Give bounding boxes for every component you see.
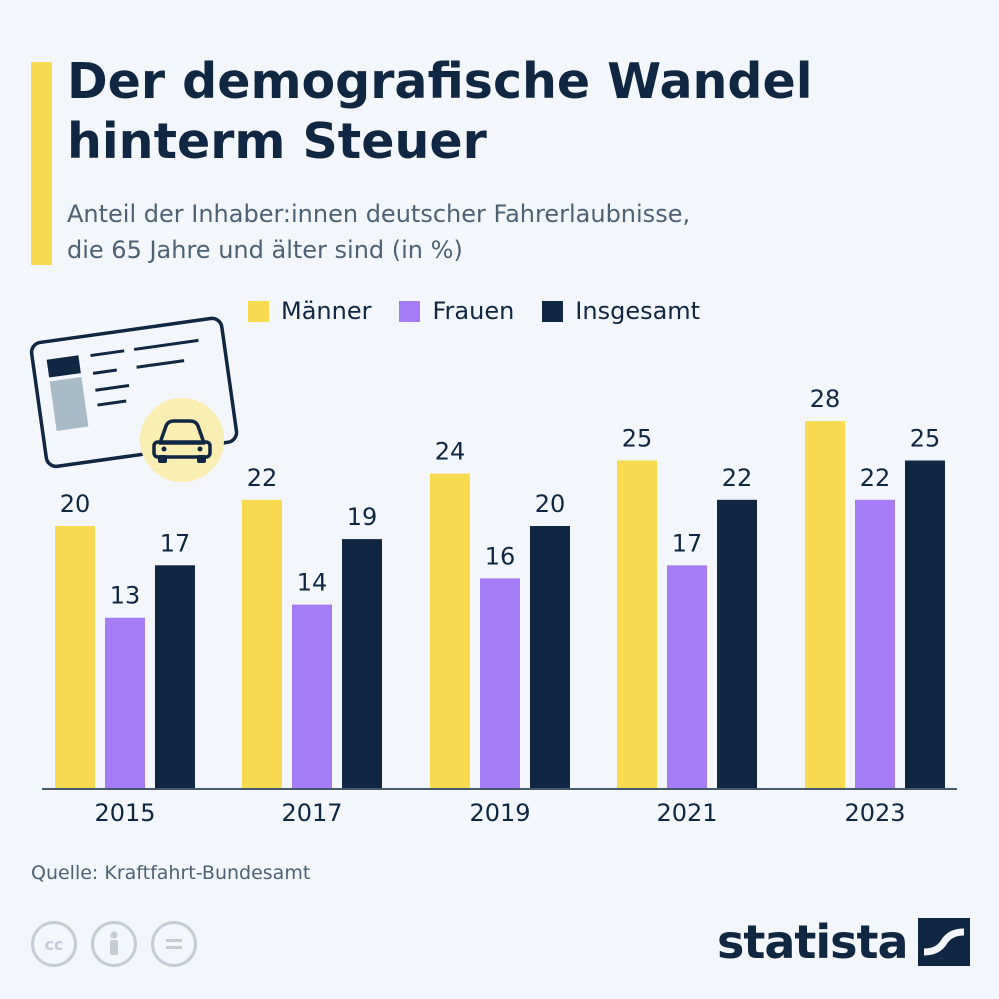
bar-maenner-2023 [805, 421, 845, 788]
by-icon [91, 921, 137, 967]
license-icons: cc [31, 921, 211, 967]
data-label-maenner-2023: 28 [810, 385, 841, 413]
bar-frauen-2019 [480, 578, 520, 788]
data-label-maenner-2015: 20 [60, 490, 91, 518]
legend-label-frauen: Frauen [432, 297, 515, 325]
statista-logo-text: statista [717, 915, 909, 969]
legend-swatch-insgesamt [542, 300, 564, 322]
data-label-insgesamt-2017: 19 [347, 503, 378, 531]
bar-insgesamt-2015 [155, 565, 195, 788]
data-label-maenner-2019: 24 [435, 438, 466, 466]
bar-insgesamt-2023 [905, 460, 945, 788]
statista-logo-icon [917, 918, 970, 966]
bar-frauen-2017 [292, 604, 332, 788]
source-note: Quelle: Kraftfahrt-Bundesamt [31, 862, 311, 884]
data-label-frauen-2023: 22 [860, 464, 891, 492]
data-label-insgesamt-2021: 22 [722, 464, 753, 492]
legend-label-insgesamt: Insgesamt [575, 297, 701, 325]
bar-maenner-2019 [430, 473, 470, 788]
bar-maenner-2017 [242, 499, 282, 788]
bar-insgesamt-2017 [342, 539, 382, 788]
chart-title: Der demografische Wandel hinterm Steuer [67, 53, 813, 170]
legend-swatch-frauen [399, 300, 421, 322]
x-tick-label-2021: 2021 [656, 799, 717, 827]
x-tick-label-2017: 2017 [281, 799, 342, 827]
x-axis-labels: 2015 2017 2019 2021 2023 [42, 788, 957, 827]
x-tick-label-2023: 2023 [844, 799, 905, 827]
legend-item-frauen: Frauen [399, 297, 514, 325]
data-label-maenner-2021: 25 [622, 425, 653, 453]
bars-layer: 20 13 17 22 14 19 24 16 20 25 17 22 28 22 25 [55, 385, 945, 788]
car-icon [140, 398, 224, 482]
statista-logo[interactable]: statista [717, 915, 970, 969]
nd-icon [151, 921, 197, 967]
legend-swatch-maenner [248, 300, 269, 322]
bar-maenner-2021 [617, 460, 657, 788]
cc-icon: cc [31, 921, 77, 967]
data-label-insgesamt-2019: 20 [535, 490, 566, 518]
legend-item-maenner: Männer [248, 297, 371, 325]
x-tick-label-2019: 2019 [469, 799, 530, 827]
bar-frauen-2021 [667, 565, 707, 788]
bar-maenner-2015 [55, 526, 95, 788]
bar-frauen-2015 [105, 617, 145, 788]
data-label-insgesamt-2015: 17 [160, 529, 191, 557]
bar-insgesamt-2019 [530, 526, 570, 788]
data-label-frauen-2017: 14 [297, 569, 328, 597]
data-label-insgesamt-2023: 25 [910, 425, 941, 453]
x-tick-label-2015: 2015 [94, 799, 155, 827]
data-label-frauen-2019: 16 [485, 542, 516, 570]
legend-label-maenner: Männer [281, 297, 372, 325]
chart-subtitle: Anteil der Inhaber:innen deutscher Fahre… [67, 200, 691, 264]
legend: Männer Frauen Insgesamt [248, 297, 728, 325]
data-label-frauen-2015: 13 [110, 582, 141, 610]
legend-item-insgesamt: Insgesamt [542, 297, 700, 325]
data-label-maenner-2017: 22 [247, 464, 278, 492]
bar-frauen-2023 [855, 499, 895, 788]
data-label-frauen-2021: 17 [672, 529, 703, 557]
accent-bar [31, 62, 52, 265]
bar-insgesamt-2021 [717, 499, 757, 788]
